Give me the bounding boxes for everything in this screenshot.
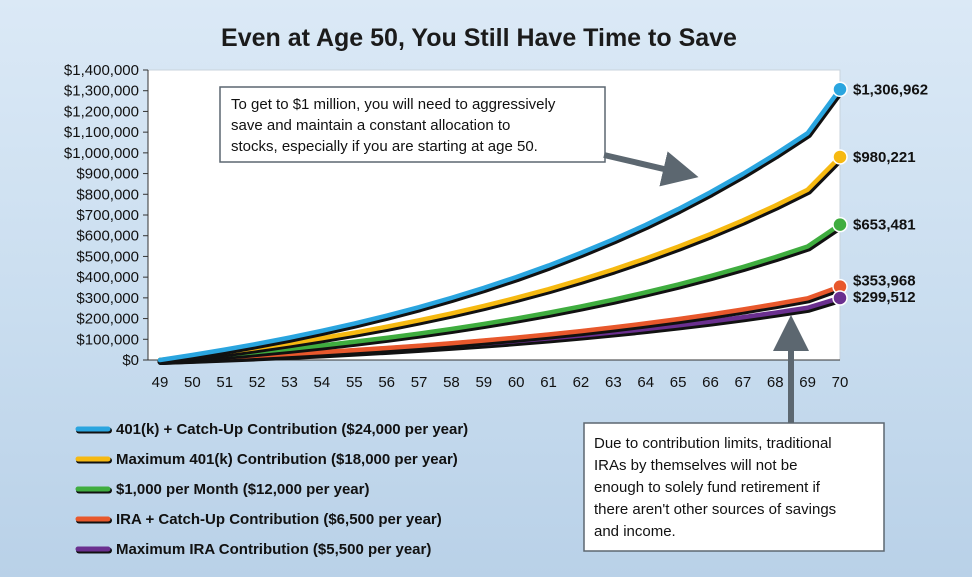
y-tick-label: $1,200,000 — [64, 103, 139, 120]
x-tick-label: 67 — [735, 374, 752, 391]
x-tick-label: 51 — [216, 374, 233, 391]
series-endpoint-marker — [832, 149, 848, 165]
series-line — [157, 87, 843, 363]
y-tick-label: $1,300,000 — [64, 83, 139, 100]
legend-label: 401(k) + Catch-Up Contribution ($24,000 … — [116, 421, 468, 438]
y-tick-label: $1,400,000 — [64, 62, 139, 79]
annotation-line: IRAs by themselves will not be — [594, 457, 797, 474]
y-tick-label: $700,000 — [76, 207, 139, 224]
legend-label: Maximum 401(k) Contribution ($18,000 per… — [116, 451, 458, 468]
annotation-box — [583, 422, 885, 552]
series-endpoint-marker — [832, 216, 848, 233]
y-tick-label: $300,000 — [76, 290, 139, 307]
x-axis: 49 50 51 52 53 54 55 56 57 58 59 60 61 62 63 64 65 66 67 68… — [148, 359, 849, 391]
series-end-label: $1,306,962 — [853, 81, 928, 98]
legend-label: Maximum IRA Contribution ($5,500 per yea… — [116, 541, 431, 558]
annotation-line: enough to solely fund retirement if — [594, 479, 821, 496]
x-tick-label: 57 — [411, 374, 428, 391]
series-end-label: $353,968 — [853, 273, 916, 290]
legend: 401(k) + Catch-Up Contribution ($24,000 … — [75, 421, 468, 558]
series-end-label: $980,221 — [853, 149, 916, 166]
annotation-arrow — [603, 151, 699, 187]
annotation-box — [219, 86, 606, 163]
x-tick-label: 52 — [249, 374, 266, 391]
series-endpoint-marker — [832, 81, 848, 98]
y-axis: $0 $100,000 $200,000 $300,000 $400,000 $500,0… — [64, 62, 149, 369]
x-tick-label: 61 — [540, 374, 557, 391]
annotation-layer: To get to $1 million, you will need to a… — [219, 86, 885, 552]
x-tick-label: 68 — [767, 374, 784, 391]
y-tick-label: $400,000 — [76, 269, 139, 286]
y-tick-label: $500,000 — [76, 248, 139, 265]
x-tick-label: 54 — [314, 374, 331, 391]
x-tick-label: 59 — [475, 374, 492, 391]
endpoint-layer: $1,306,962 $980,221 $653,481 $353,968$299,5… — [832, 81, 928, 306]
x-tick-label: 50 — [184, 374, 201, 391]
legend-label: IRA + Catch-Up Contribution ($6,500 per … — [116, 511, 442, 528]
y-tick-label: $1,000,000 — [64, 145, 139, 162]
annotation-line: stocks, especially if you are starting a… — [231, 138, 538, 155]
series-endpoint-marker — [832, 290, 848, 306]
x-tick-label: 70 — [832, 374, 849, 391]
y-tick-label: $1,100,000 — [64, 124, 139, 141]
y-tick-label: $0 — [122, 352, 139, 369]
x-tick-label: 55 — [346, 374, 363, 391]
annotation-line: To get to $1 million, you will need to a… — [231, 96, 556, 113]
series-end-label: $299,512 — [853, 289, 916, 306]
annotation-line: save and maintain a constant allocation … — [231, 117, 510, 134]
x-tick-label: 56 — [378, 374, 395, 391]
y-tick-label: $600,000 — [76, 228, 139, 245]
x-tick-label: 62 — [573, 374, 590, 391]
x-tick-label: 65 — [670, 374, 687, 391]
annotation-line: there aren't other sources of savings — [594, 501, 836, 518]
annotation-line: Due to contribution limits, traditional — [594, 435, 832, 452]
series-layer — [157, 87, 845, 365]
chart-title: Even at Age 50, You Still Have Time to S… — [221, 24, 737, 52]
x-tick-label: 53 — [281, 374, 298, 391]
x-tick-label: 58 — [443, 374, 460, 391]
y-tick-label: $200,000 — [76, 311, 139, 328]
y-tick-label: $800,000 — [76, 186, 139, 203]
y-tick-label: $900,000 — [76, 166, 139, 183]
annotation-line: and income. — [594, 523, 676, 540]
series-end-label: $653,481 — [853, 217, 916, 234]
x-tick-label: 66 — [702, 374, 719, 391]
x-tick-label: 69 — [799, 374, 816, 391]
y-tick-label: $100,000 — [76, 331, 139, 348]
x-tick-label: 60 — [508, 374, 525, 391]
x-tick-label: 63 — [605, 374, 622, 391]
x-tick-label: 49 — [152, 374, 169, 391]
x-tick-label: 64 — [637, 374, 654, 391]
legend-label: $1,000 per Month ($12,000 per year) — [116, 481, 369, 498]
